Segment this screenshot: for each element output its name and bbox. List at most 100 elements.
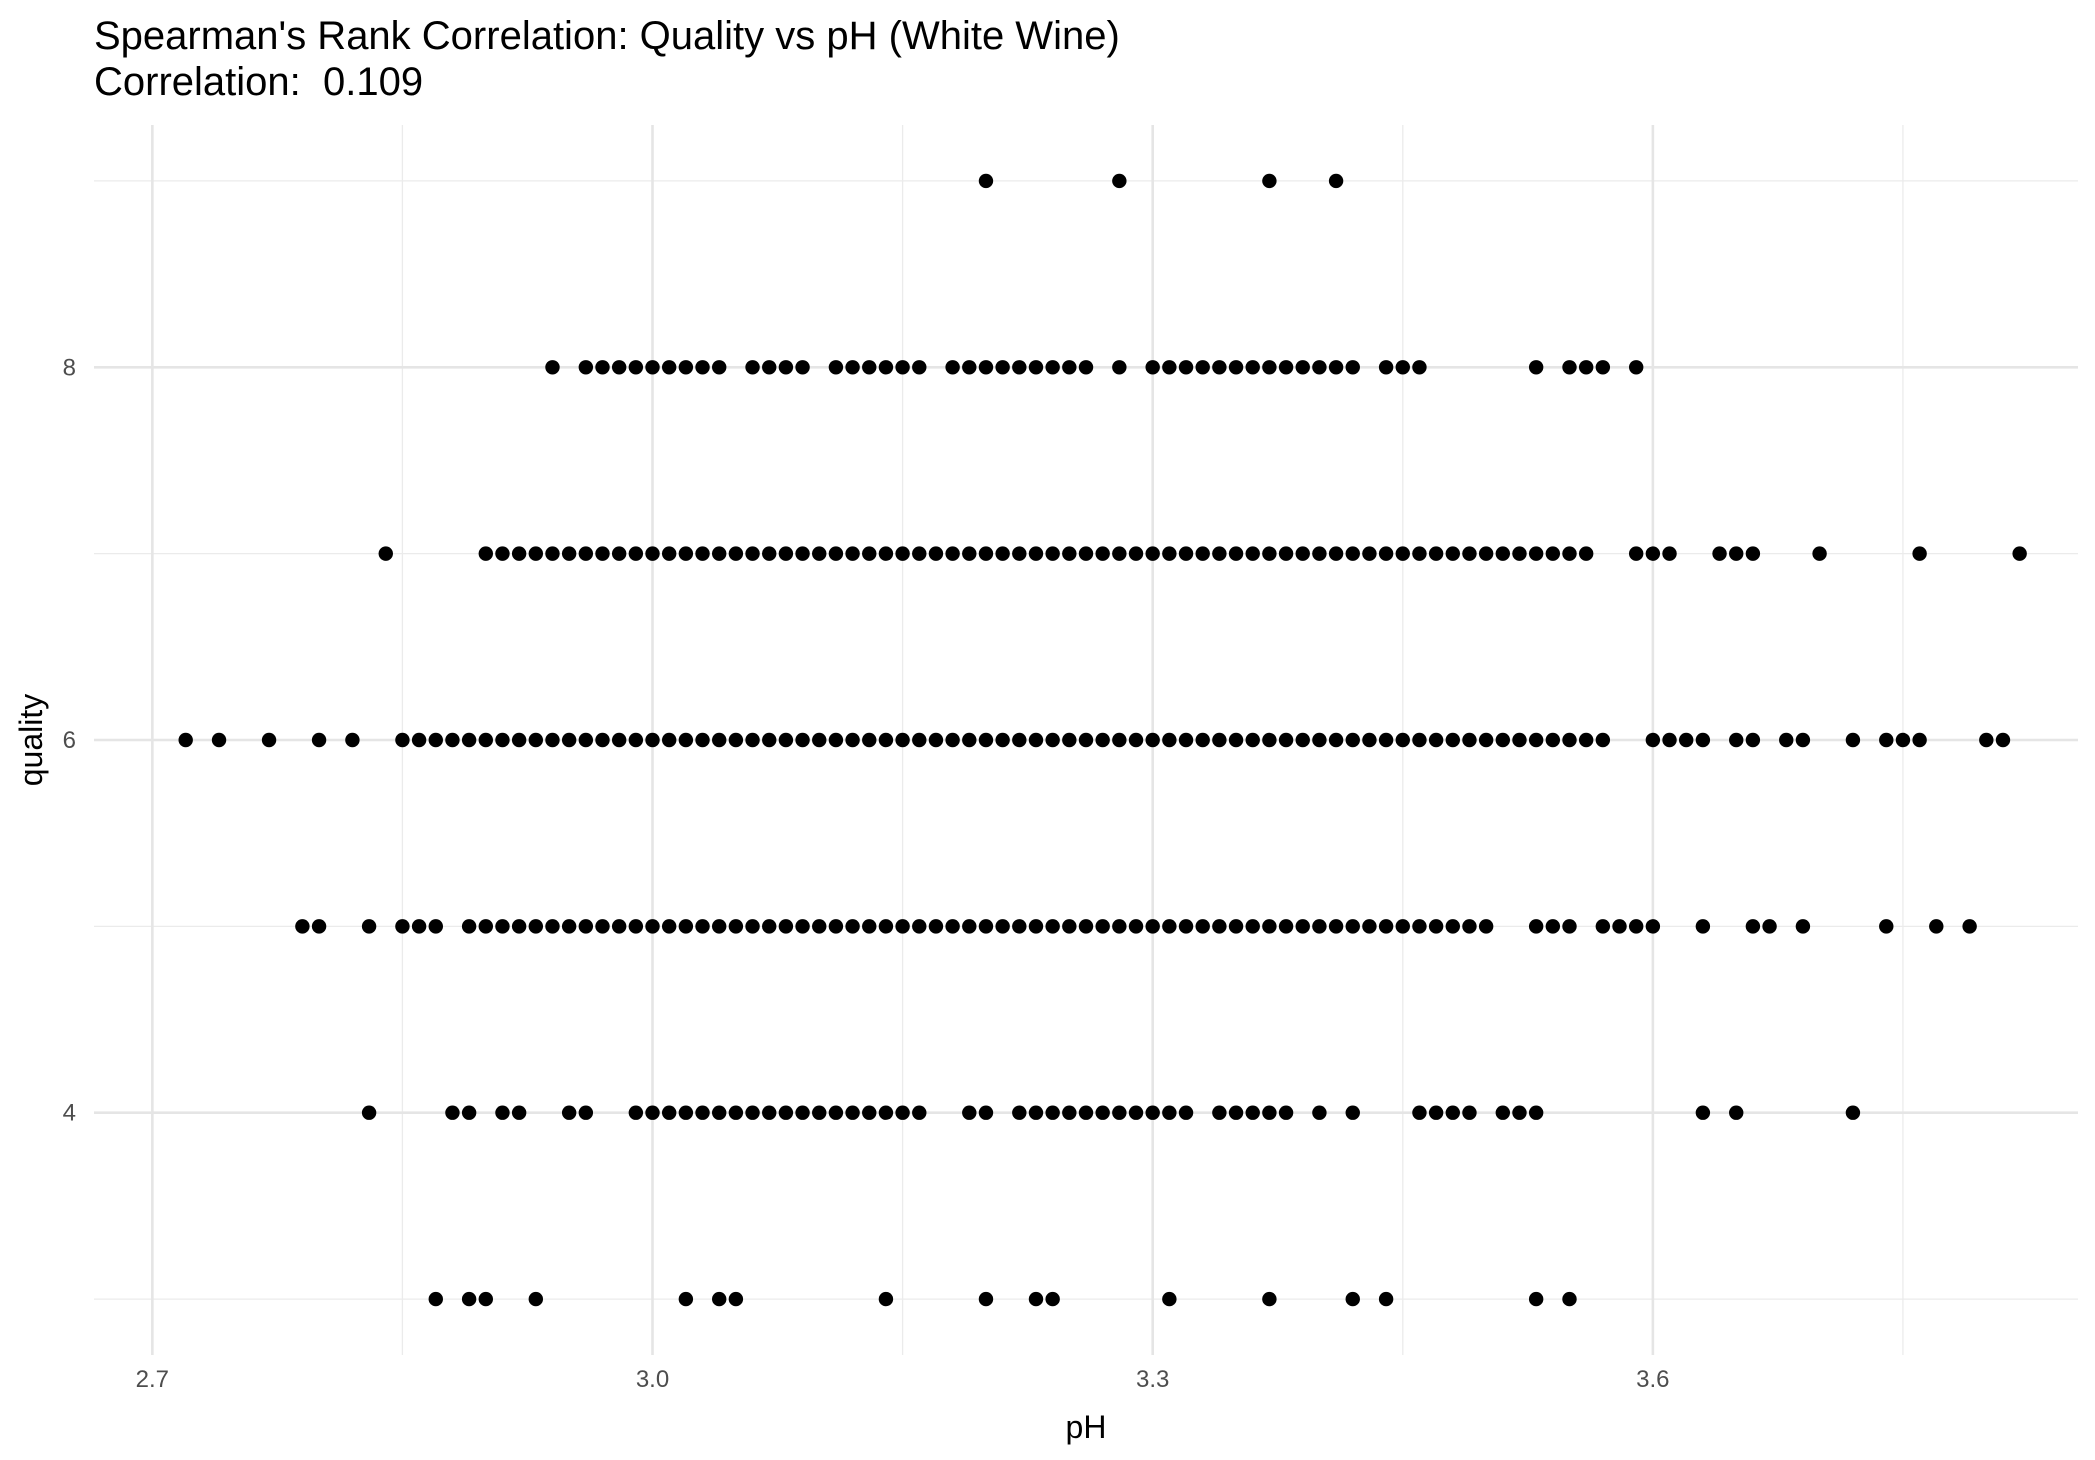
data-point	[645, 919, 660, 934]
data-point	[1545, 919, 1561, 934]
data-point	[1028, 360, 1044, 375]
y-tick-label: 4	[63, 1100, 76, 1127]
data-point	[1378, 919, 1394, 934]
data-point	[1112, 360, 1127, 375]
data-point	[1245, 1105, 1260, 1120]
data-point	[1045, 1105, 1060, 1120]
data-point	[1628, 919, 1644, 934]
data-point	[1178, 1105, 1194, 1120]
data-point	[395, 919, 410, 934]
data-point	[1562, 732, 1577, 748]
data-point	[878, 919, 894, 934]
data-point	[178, 732, 193, 748]
data-point	[1328, 173, 1344, 189]
data-point	[1378, 546, 1394, 561]
data-point	[1195, 360, 1210, 375]
data-point	[962, 919, 977, 934]
data-point	[845, 1105, 860, 1120]
data-point	[1128, 732, 1144, 748]
data-point	[545, 360, 560, 375]
data-point	[1445, 1105, 1460, 1120]
data-point	[1128, 1105, 1144, 1120]
data-point	[728, 1291, 744, 1307]
data-point	[1645, 732, 1661, 748]
data-point	[1178, 360, 1194, 375]
data-point	[762, 1105, 777, 1120]
data-point	[1628, 360, 1644, 375]
y-tick-label: 8	[63, 354, 76, 381]
data-point	[695, 732, 710, 748]
data-point	[712, 919, 727, 934]
data-point	[1729, 546, 1744, 561]
data-point	[311, 919, 327, 934]
data-point	[895, 360, 910, 375]
data-point	[828, 919, 844, 934]
data-point	[1312, 732, 1327, 748]
data-point	[1345, 546, 1360, 561]
data-point	[1112, 546, 1127, 561]
data-point	[1262, 546, 1277, 561]
data-point	[378, 546, 393, 561]
data-point	[1128, 919, 1144, 934]
data-point	[561, 919, 577, 934]
data-point	[1562, 1291, 1577, 1307]
data-point	[712, 360, 727, 375]
data-point	[1045, 360, 1060, 375]
data-point	[1562, 919, 1577, 934]
data-point	[1062, 1105, 1077, 1120]
data-point	[1462, 1105, 1477, 1120]
data-point	[1712, 546, 1727, 561]
data-point	[728, 546, 744, 561]
data-point	[1478, 919, 1494, 934]
y-tick-label: 6	[63, 727, 76, 754]
data-point	[945, 360, 960, 375]
data-point	[978, 360, 994, 375]
data-point	[1362, 732, 1377, 748]
data-point	[1462, 732, 1477, 748]
data-point	[1078, 546, 1094, 561]
x-axis-ticks: 2.7 3.0 3.3 3.6	[136, 1366, 1670, 1393]
data-point	[1028, 919, 1044, 934]
data-point	[1495, 546, 1511, 561]
data-point	[1262, 1105, 1277, 1120]
data-point	[1162, 732, 1177, 748]
data-point	[1278, 1105, 1294, 1120]
data-point	[1095, 546, 1110, 561]
data-point	[1345, 360, 1360, 375]
data-point	[1212, 919, 1227, 934]
data-point	[945, 919, 960, 934]
data-point	[1912, 732, 1927, 748]
data-point	[545, 546, 560, 561]
data-point	[1078, 360, 1094, 375]
data-point	[1078, 1105, 1094, 1120]
data-point	[1612, 919, 1627, 934]
data-point	[1212, 360, 1227, 375]
data-point	[645, 360, 660, 375]
data-point	[561, 546, 577, 561]
data-point	[528, 546, 544, 561]
data-point	[878, 360, 894, 375]
data-point	[1045, 1291, 1060, 1307]
data-point	[428, 732, 443, 748]
data-point	[1845, 732, 1861, 748]
data-point	[1395, 546, 1410, 561]
data-point	[845, 546, 860, 561]
data-point	[478, 546, 493, 561]
data-point	[1228, 919, 1244, 934]
data-point	[928, 919, 944, 934]
data-point	[1145, 1105, 1160, 1120]
data-point	[1295, 919, 1310, 934]
data-point	[1478, 732, 1494, 748]
data-point	[1195, 732, 1210, 748]
data-point	[2012, 546, 2027, 561]
data-point	[478, 919, 493, 934]
data-point	[912, 360, 927, 375]
data-point	[1162, 919, 1177, 934]
data-point	[712, 546, 727, 561]
data-point	[645, 732, 660, 748]
data-point	[712, 1105, 727, 1120]
data-point	[661, 1105, 677, 1120]
data-point	[1995, 732, 2011, 748]
data-point	[1295, 360, 1310, 375]
data-point	[1695, 732, 1711, 748]
